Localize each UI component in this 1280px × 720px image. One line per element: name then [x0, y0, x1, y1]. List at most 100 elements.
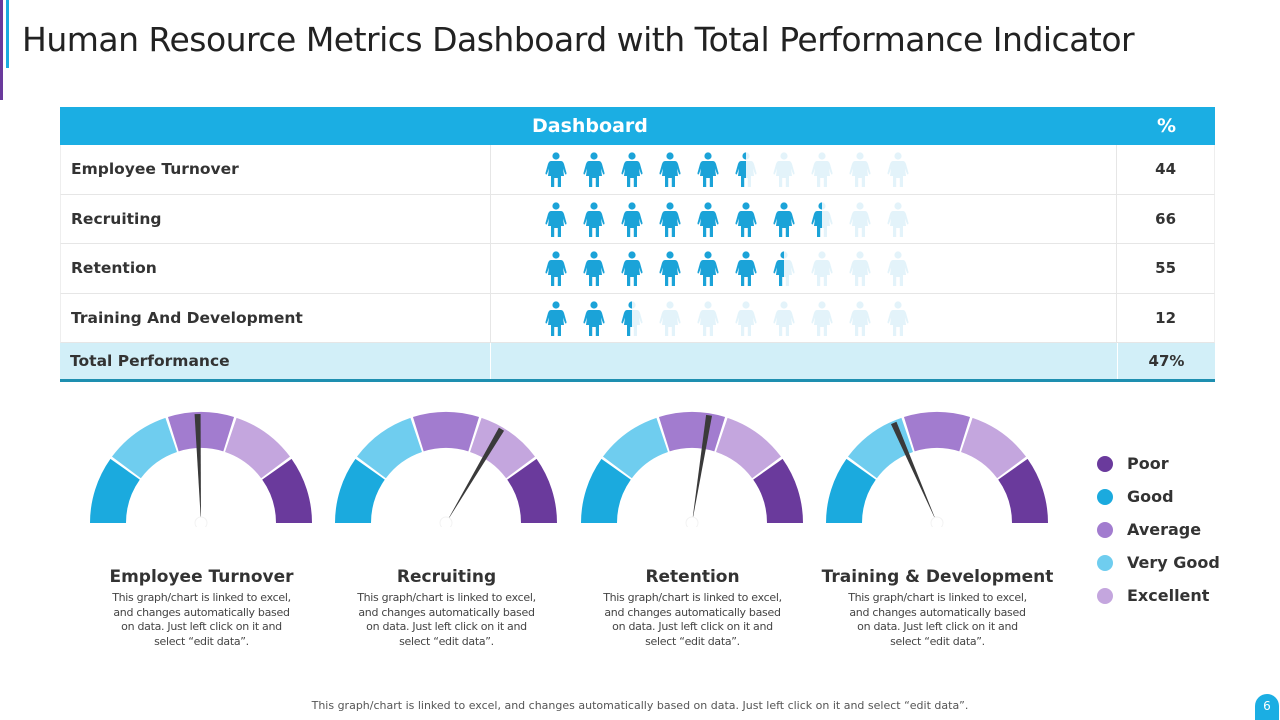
gauge-segment — [262, 458, 312, 523]
total-label: Total Performance — [60, 343, 491, 379]
person-icons — [491, 145, 1118, 194]
row-label: Training And Development — [61, 293, 492, 342]
total-row: Total Performance 47% — [60, 343, 1215, 379]
row-label: Retention — [61, 244, 492, 293]
gauge-segment — [356, 417, 422, 479]
legend-dot-icon — [1097, 488, 1113, 505]
gauge-segment — [581, 458, 631, 523]
female-person-icon — [735, 300, 757, 336]
gauge-2: Retention This graph/chart is linked to e… — [570, 405, 815, 649]
legend-dot-icon — [1097, 554, 1113, 571]
female-person-icon — [659, 251, 681, 286]
gauge-chart — [826, 412, 1048, 527]
gauge-segment — [507, 458, 557, 523]
accent-bar-purple — [0, 0, 3, 100]
female-person-icon — [621, 300, 643, 336]
female-person-icon — [811, 152, 833, 187]
female-person-icon — [773, 152, 795, 187]
accent-bar-blue — [6, 0, 9, 68]
legend-item: Average — [1097, 513, 1220, 546]
female-person-icon — [735, 152, 757, 187]
table-row: Recruiting 66 — [60, 194, 1215, 244]
gauge-3: Training & Development This graph/chart i… — [815, 405, 1060, 649]
female-person-icon — [545, 201, 567, 237]
female-person-icon — [735, 251, 757, 286]
gauge-segment — [753, 458, 803, 523]
gauge-title: Employee Turnover — [109, 567, 294, 587]
gauge-segment — [412, 412, 480, 452]
female-person-icon — [811, 201, 833, 237]
gauge-needle — [194, 413, 201, 523]
person-icons — [491, 194, 1118, 243]
female-person-icon — [545, 251, 567, 286]
row-label: Employee Turnover — [61, 145, 492, 194]
table-header: Dashboard % — [60, 107, 1215, 145]
row-value: 12 — [1155, 308, 1177, 327]
row-value: 55 — [1155, 259, 1177, 278]
female-person-icon — [545, 152, 567, 187]
gauge-description: This graph/chart is linked to excel, and… — [112, 591, 291, 648]
table-row: Retention 55 — [60, 244, 1215, 294]
gauge-chart — [90, 412, 312, 527]
gauge-chart — [335, 412, 557, 527]
gauge-segment — [167, 412, 235, 452]
row-value: 44 — [1155, 160, 1177, 179]
legend-label: Poor — [1127, 454, 1169, 473]
gauge-segment — [225, 417, 291, 479]
gauge-title: Retention — [645, 567, 740, 587]
gauge-segment — [658, 412, 726, 452]
female-person-icon — [697, 300, 719, 336]
female-person-icon — [849, 300, 871, 336]
gauge-title: Recruiting — [396, 567, 497, 587]
female-person-icon — [697, 251, 719, 286]
female-person-icon — [887, 300, 909, 336]
gauge-description: This graph/chart is linked to excel, and… — [603, 591, 782, 648]
female-person-icon — [659, 152, 681, 187]
total-value: 47% — [1148, 352, 1185, 370]
legend-dot-icon — [1097, 455, 1113, 472]
legend-label: Very Good — [1127, 553, 1220, 572]
gauge-segment — [716, 417, 782, 479]
legend-dot-icon — [1097, 521, 1113, 538]
person-icons — [491, 293, 1118, 342]
header-percent: % — [1157, 115, 1177, 137]
gauge-needle — [446, 427, 505, 523]
gauge-segment — [998, 458, 1048, 523]
female-person-icon — [621, 201, 643, 237]
legend-item: Very Good — [1097, 546, 1220, 579]
dashboard-table: Dashboard % Employee Turnover 44 Recruitin… — [60, 107, 1215, 382]
female-person-icon — [773, 251, 795, 286]
gauge-title: Training & Development — [821, 567, 1054, 587]
gauge-1: Recruiting This graph/chart is linked to … — [324, 405, 569, 649]
table-row: Training And Development 12 — [60, 293, 1215, 343]
gauge-segment — [826, 458, 876, 523]
female-person-icon — [849, 201, 871, 237]
legend-dot-icon — [1097, 587, 1113, 604]
row-value: 66 — [1155, 209, 1177, 228]
female-person-icon — [849, 152, 871, 187]
female-person-icon — [659, 300, 681, 336]
female-person-icon — [545, 300, 567, 336]
legend-item: Poor — [1097, 447, 1220, 480]
female-person-icon — [849, 251, 871, 286]
row-label: Recruiting — [61, 194, 492, 243]
female-person-icon — [773, 300, 795, 336]
gauge-description: This graph/chart is linked to excel, and… — [848, 591, 1027, 648]
female-person-icon — [659, 201, 681, 237]
female-person-icon — [773, 201, 795, 237]
female-person-icon — [621, 251, 643, 286]
page-number: 6 — [1255, 694, 1279, 720]
gauge-needle — [890, 421, 937, 523]
female-person-icon — [621, 152, 643, 187]
female-person-icon — [887, 152, 909, 187]
legend-label: Excellent — [1127, 586, 1210, 605]
female-person-icon — [887, 201, 909, 237]
gauge-segment — [111, 417, 177, 479]
female-person-icon — [811, 251, 833, 286]
legend-label: Average — [1127, 520, 1202, 539]
gauge-segment — [470, 417, 536, 479]
gauge-description: This graph/chart is linked to excel, and… — [357, 591, 536, 648]
female-person-icon — [887, 251, 909, 286]
header-dashboard: Dashboard — [532, 115, 648, 137]
page-title: Human Resource Metrics Dashboard with To… — [22, 20, 1135, 59]
